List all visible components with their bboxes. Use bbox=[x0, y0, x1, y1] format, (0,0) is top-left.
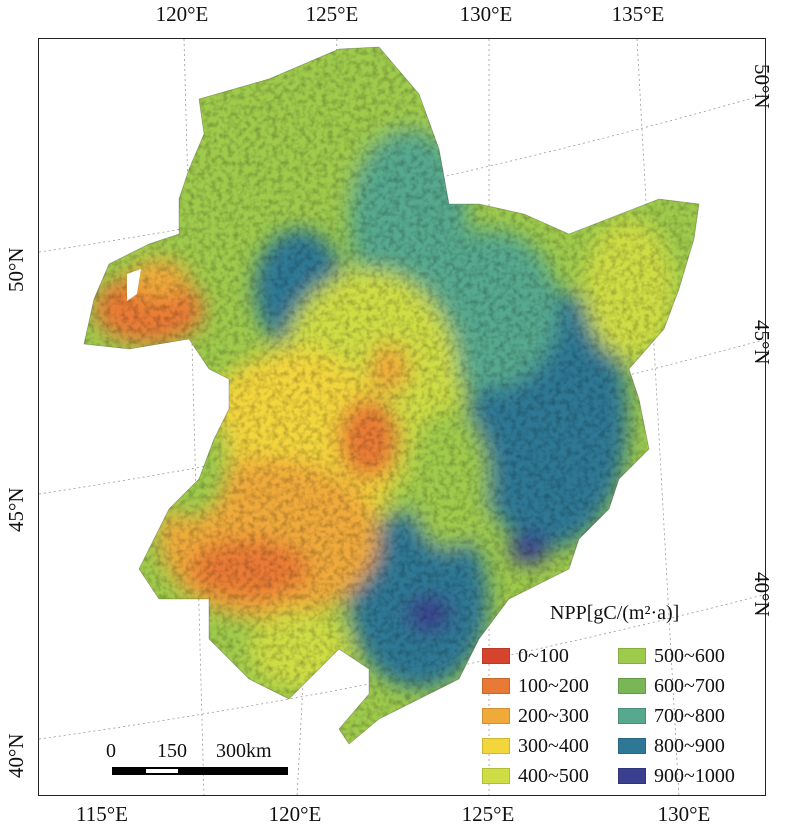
legend: NPP[gC/(m²·a)] 0~100 100~200 200~300 300… bbox=[478, 598, 758, 794]
legend-item: 500~600 bbox=[618, 644, 725, 668]
legend-swatch bbox=[482, 768, 510, 784]
legend-label: 400~500 bbox=[518, 764, 589, 787]
legend-swatch bbox=[618, 708, 646, 724]
legend-item: 900~1000 bbox=[618, 764, 735, 788]
top-tick-label: 130°E bbox=[459, 2, 513, 26]
legend-item: 700~800 bbox=[618, 704, 725, 728]
legend-title: NPP[gC/(m²·a)] bbox=[550, 602, 680, 624]
legend-swatch bbox=[618, 768, 646, 784]
left-tick-label: 45°N bbox=[4, 487, 28, 532]
right-tick-label: 45°N bbox=[750, 320, 774, 365]
legend-swatch bbox=[482, 738, 510, 754]
top-tick-label: 125°E bbox=[305, 2, 359, 26]
bottom-tick-label: 120°E bbox=[268, 802, 322, 826]
scale-bar: 0 150 300km bbox=[100, 740, 300, 780]
legend-swatch bbox=[618, 648, 646, 664]
legend-item: 400~500 bbox=[482, 764, 589, 788]
legend-label: 300~400 bbox=[518, 734, 589, 757]
legend-item: 100~200 bbox=[482, 674, 589, 698]
bottom-tick-label: 125°E bbox=[461, 802, 515, 826]
legend-swatch bbox=[482, 678, 510, 694]
legend-label: 500~600 bbox=[654, 644, 725, 667]
legend-label: 700~800 bbox=[654, 704, 725, 727]
legend-item: 200~300 bbox=[482, 704, 589, 728]
top-tick-label: 135°E bbox=[611, 2, 665, 26]
npp-map bbox=[39, 39, 765, 795]
left-tick-label: 50°N bbox=[4, 247, 28, 292]
top-tick-label: 120°E bbox=[155, 2, 209, 26]
legend-label: 0~100 bbox=[518, 644, 569, 667]
right-tick-label: 50°N bbox=[750, 64, 774, 109]
legend-item: 600~700 bbox=[618, 674, 725, 698]
legend-swatch bbox=[618, 738, 646, 754]
scale-bar-line bbox=[112, 767, 288, 775]
left-tick-label: 40°N bbox=[4, 733, 28, 778]
legend-label: 900~1000 bbox=[654, 764, 735, 787]
scale-label-end: 300km bbox=[216, 740, 272, 762]
scale-label-mid: 150 bbox=[157, 740, 187, 762]
bottom-tick-label: 115°E bbox=[76, 802, 128, 826]
legend-label: 100~200 bbox=[518, 674, 589, 697]
legend-item: 300~400 bbox=[482, 734, 589, 758]
bottom-tick-label: 130°E bbox=[657, 802, 711, 826]
map-frame bbox=[38, 38, 766, 796]
legend-swatch bbox=[482, 648, 510, 664]
legend-swatch bbox=[482, 708, 510, 724]
scale-label-start: 0 bbox=[106, 740, 116, 762]
region-outline bbox=[83, 46, 700, 745]
legend-label: 800~900 bbox=[654, 734, 725, 757]
legend-label: 200~300 bbox=[518, 704, 589, 727]
legend-item: 0~100 bbox=[482, 644, 569, 668]
legend-swatch bbox=[618, 678, 646, 694]
legend-item: 800~900 bbox=[618, 734, 725, 758]
legend-label: 600~700 bbox=[654, 674, 725, 697]
